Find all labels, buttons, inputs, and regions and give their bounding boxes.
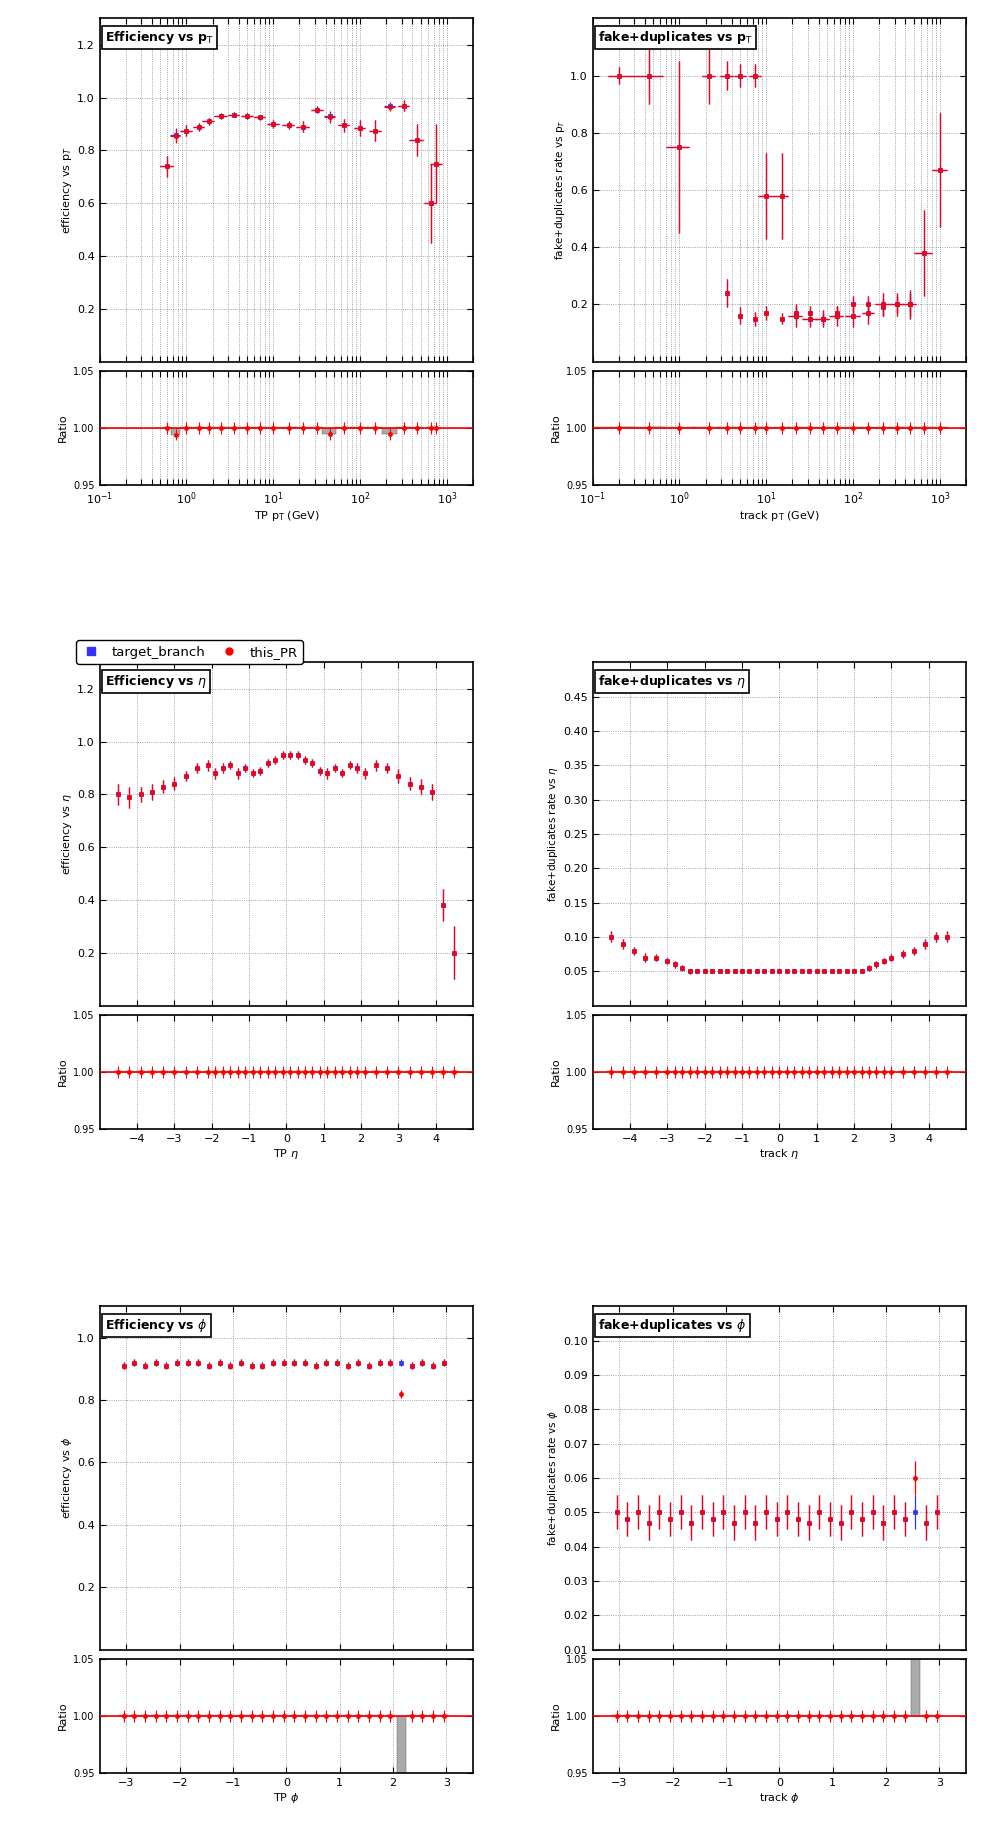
X-axis label: track $\eta$: track $\eta$ xyxy=(759,1147,800,1160)
Y-axis label: efficiency vs $\eta$: efficiency vs $\eta$ xyxy=(60,792,75,875)
Y-axis label: Ratio: Ratio xyxy=(58,1058,68,1086)
Text: fake+duplicates vs p$_\mathsf{T}$: fake+duplicates vs p$_\mathsf{T}$ xyxy=(599,30,753,46)
Y-axis label: fake+duplicates rate vs $\eta$: fake+duplicates rate vs $\eta$ xyxy=(546,767,560,901)
Bar xyxy=(396,1716,405,1840)
Y-axis label: Ratio: Ratio xyxy=(58,1701,68,1731)
Bar xyxy=(170,429,180,434)
Text: fake+duplicates vs $\eta$: fake+duplicates vs $\eta$ xyxy=(599,672,746,689)
X-axis label: TP $\eta$: TP $\eta$ xyxy=(274,1147,299,1160)
Text: Efficiency vs $\eta$: Efficiency vs $\eta$ xyxy=(106,672,207,689)
X-axis label: track $\phi$: track $\phi$ xyxy=(759,1792,800,1805)
Text: Efficiency vs p$_\mathsf{T}$: Efficiency vs p$_\mathsf{T}$ xyxy=(106,30,214,46)
Bar xyxy=(323,429,337,434)
Bar xyxy=(911,1487,920,1716)
Text: fake+duplicates vs $\phi$: fake+duplicates vs $\phi$ xyxy=(599,1317,747,1334)
Y-axis label: Ratio: Ratio xyxy=(551,1058,561,1086)
Text: Efficiency vs $\phi$: Efficiency vs $\phi$ xyxy=(106,1317,208,1334)
X-axis label: TP $\phi$: TP $\phi$ xyxy=(273,1792,300,1805)
Y-axis label: fake+duplicates rate vs $\phi$: fake+duplicates rate vs $\phi$ xyxy=(546,1411,560,1546)
Legend: target_branch, this_PR: target_branch, this_PR xyxy=(77,641,303,665)
Y-axis label: Ratio: Ratio xyxy=(551,1701,561,1731)
Y-axis label: efficiency vs p$_T$: efficiency vs p$_T$ xyxy=(60,146,75,235)
Y-axis label: Ratio: Ratio xyxy=(551,414,561,441)
X-axis label: TP p$_\mathsf{T}$ (GeV): TP p$_\mathsf{T}$ (GeV) xyxy=(254,510,319,523)
Y-axis label: Ratio: Ratio xyxy=(58,414,68,441)
Bar xyxy=(381,429,396,434)
Y-axis label: fake+duplicates rate vs p$_T$: fake+duplicates rate vs p$_T$ xyxy=(553,120,568,260)
Y-axis label: efficiency vs $\phi$: efficiency vs $\phi$ xyxy=(60,1437,75,1518)
X-axis label: track p$_\mathsf{T}$ (GeV): track p$_\mathsf{T}$ (GeV) xyxy=(739,510,820,523)
